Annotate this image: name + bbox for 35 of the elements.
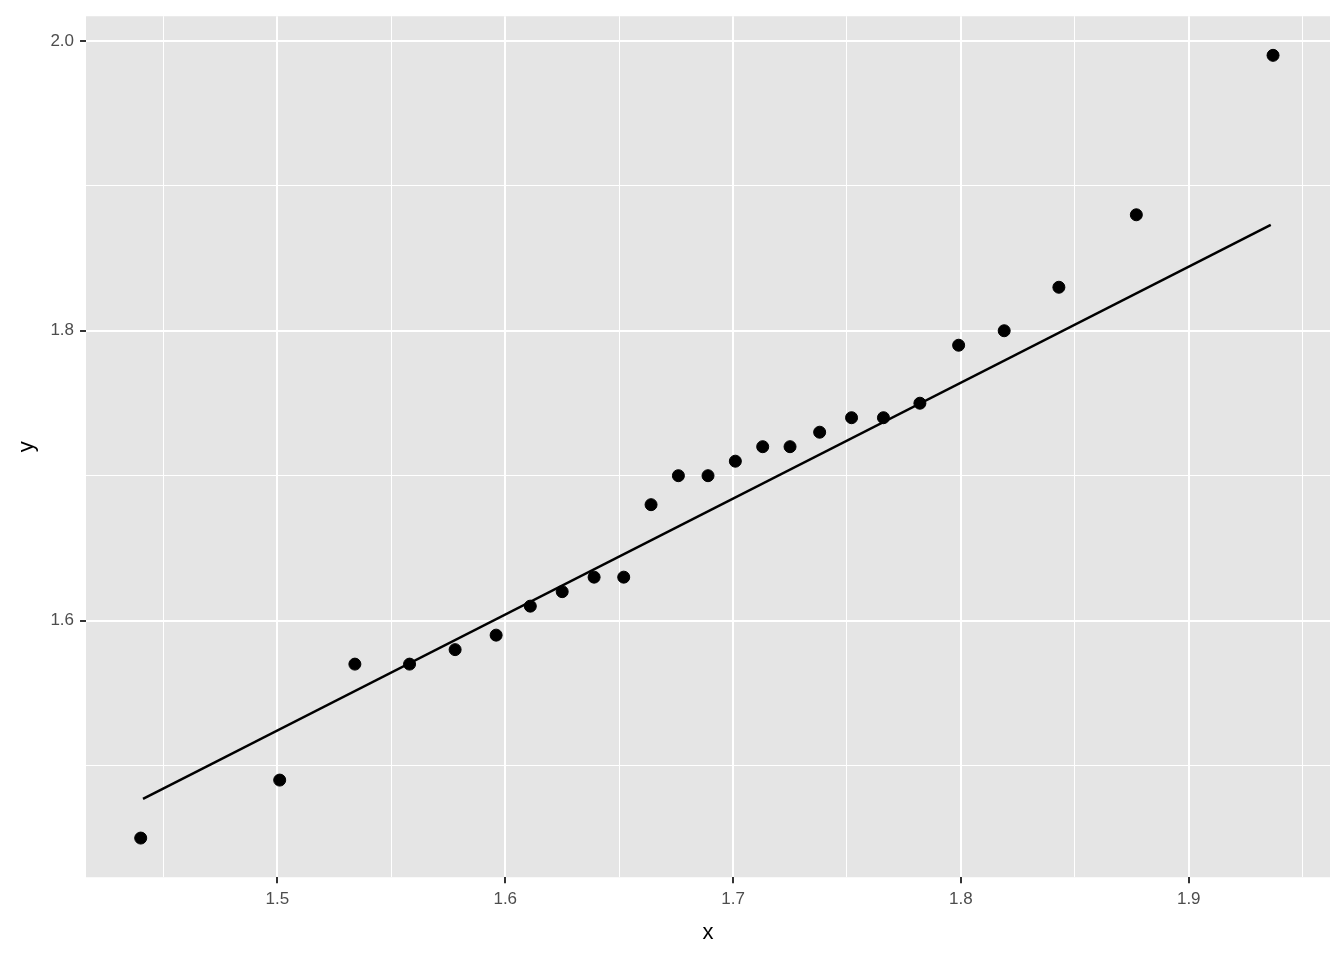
x-tick-label: 1.7 — [721, 889, 745, 909]
x-tick-label: 1.9 — [1176, 889, 1201, 909]
point — [845, 411, 859, 425]
x-tick-label: 1.8 — [949, 889, 973, 909]
point — [671, 469, 685, 483]
point — [876, 411, 890, 425]
point — [587, 570, 601, 584]
y-axis-title: y — [13, 441, 39, 453]
y-tick-label: 1.6 — [50, 610, 75, 630]
point — [448, 643, 462, 657]
point — [523, 599, 537, 613]
x-tick-label: 1.5 — [265, 889, 290, 909]
point — [783, 440, 797, 454]
point — [1266, 48, 1280, 62]
point — [913, 396, 927, 410]
point — [813, 425, 827, 439]
point — [403, 657, 417, 671]
x-tick-label: 1.6 — [493, 889, 518, 909]
point — [134, 831, 148, 845]
point — [701, 469, 715, 483]
point — [1129, 208, 1143, 222]
point — [997, 324, 1011, 338]
point — [1052, 280, 1066, 294]
point — [952, 338, 966, 352]
y-tick-label: 2.0 — [50, 30, 75, 50]
point — [273, 773, 287, 787]
x-axis-title: x — [702, 918, 714, 944]
point — [617, 570, 631, 584]
y-tick-label: 1.8 — [50, 320, 75, 340]
point — [728, 454, 742, 468]
point — [644, 498, 658, 512]
point — [489, 628, 503, 642]
point — [756, 440, 770, 454]
point — [555, 585, 569, 599]
point — [348, 657, 362, 671]
